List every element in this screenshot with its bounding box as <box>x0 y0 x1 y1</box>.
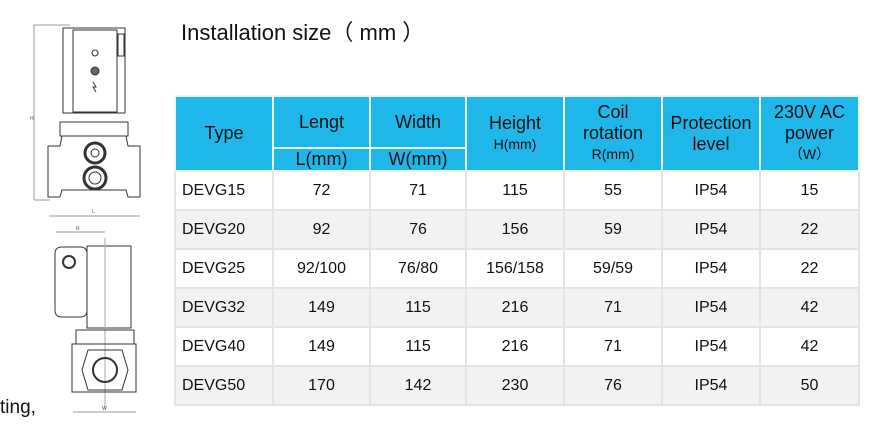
header-height-label: Height <box>488 112 542 133</box>
header-unit-row: L(mm) W(mm) <box>175 147 859 172</box>
cell-height: 115 <box>465 170 565 211</box>
cell-type: DEVG32 <box>174 287 274 328</box>
cell-length: 149 <box>272 326 371 367</box>
table-row: DEVG40 149 115 216 71 IP54 42 <box>174 326 860 367</box>
table-row: DEVG32 149 115 216 71 IP54 42 <box>174 287 860 328</box>
cell-width: 115 <box>369 287 467 328</box>
header-length: Lengt <box>272 95 371 149</box>
cell-length: 92/100 <box>272 248 371 289</box>
cell-height: 216 <box>465 287 565 328</box>
header-height-unit: H(mm) <box>493 135 537 152</box>
cell-type: DEVG15 <box>174 170 274 211</box>
cell-power: 15 <box>759 170 860 211</box>
header-coil-unit: R(mm) <box>591 146 635 162</box>
installation-size-table: Type Lengt Width Height H(mm) Coil rotati… <box>174 95 860 406</box>
cell-power: 42 <box>759 326 860 367</box>
partial-text: ting, <box>0 397 36 418</box>
header-width-unit: W(mm) <box>369 147 467 172</box>
cell-coil-rotation: 71 <box>563 287 663 328</box>
cell-coil-rotation: 59/59 <box>563 248 663 289</box>
cell-height: 216 <box>465 326 565 367</box>
cell-length: 92 <box>272 209 371 250</box>
svg-text:L: L <box>92 209 95 215</box>
header-height: Height H(mm) <box>465 95 565 172</box>
header-row: Type Lengt Width Height H(mm) Coil rotati… <box>174 95 860 172</box>
valve-side-view: R W <box>54 226 137 413</box>
cell-coil-rotation: 55 <box>563 170 663 211</box>
valve-drawings: H L R W <box>30 24 141 413</box>
cell-protection: IP54 <box>661 326 761 367</box>
cell-protection: IP54 <box>661 365 761 406</box>
valve-front-view: H L <box>30 24 141 217</box>
cell-height: 156 <box>465 209 565 250</box>
table-row: DEVG15 72 71 115 55 IP54 15 <box>174 170 860 211</box>
cell-type: DEVG25 <box>174 248 274 289</box>
cell-protection: IP54 <box>661 170 761 211</box>
cell-coil-rotation: 76 <box>563 365 663 406</box>
table-row: DEVG20 92 76 156 59 IP54 22 <box>174 209 860 250</box>
cell-width: 142 <box>369 365 467 406</box>
table-row: DEVG50 170 142 230 76 IP54 50 <box>174 365 860 406</box>
header-power-label: 230V AC power <box>773 102 846 143</box>
cell-protection: IP54 <box>661 209 761 250</box>
svg-text:H: H <box>30 116 34 122</box>
cell-type: DEVG20 <box>174 209 274 250</box>
cell-type: DEVG40 <box>174 326 274 367</box>
svg-text:R: R <box>76 226 80 232</box>
table-row: DEVG25 92/100 76/80 156/158 59/59 IP54 22 <box>174 248 860 289</box>
cell-coil-rotation: 59 <box>563 209 663 250</box>
cell-height: 156/158 <box>465 248 565 289</box>
cell-power: 22 <box>759 248 860 289</box>
cell-coil-rotation: 71 <box>563 326 663 367</box>
header-protection: Protection level <box>661 95 761 172</box>
header-coil: Coil rotation R(mm) <box>563 95 663 172</box>
cell-length: 170 <box>272 365 371 406</box>
cell-width: 76/80 <box>369 248 467 289</box>
cell-power: 42 <box>759 287 860 328</box>
cell-type: DEVG50 <box>174 365 274 406</box>
cell-protection: IP54 <box>661 248 761 289</box>
header-type: Type <box>174 95 274 172</box>
cell-length: 72 <box>272 170 371 211</box>
cell-protection: IP54 <box>661 287 761 328</box>
page-title: Installation size（ mm ） <box>181 20 425 45</box>
cell-height: 230 <box>465 365 565 406</box>
cell-width: 76 <box>369 209 467 250</box>
cell-power: 50 <box>759 365 860 406</box>
header-length-unit: L(mm) <box>272 147 371 172</box>
header-power-unit: （W） <box>788 146 831 162</box>
header-width: Width <box>369 95 467 149</box>
header-power: 230V AC power （W） <box>759 95 860 172</box>
cell-length: 149 <box>272 287 371 328</box>
cell-width: 115 <box>369 326 467 367</box>
svg-text:W: W <box>102 406 107 412</box>
cell-power: 22 <box>759 209 860 250</box>
cell-width: 71 <box>369 170 467 211</box>
header-coil-label: Coil rotation <box>582 102 644 143</box>
